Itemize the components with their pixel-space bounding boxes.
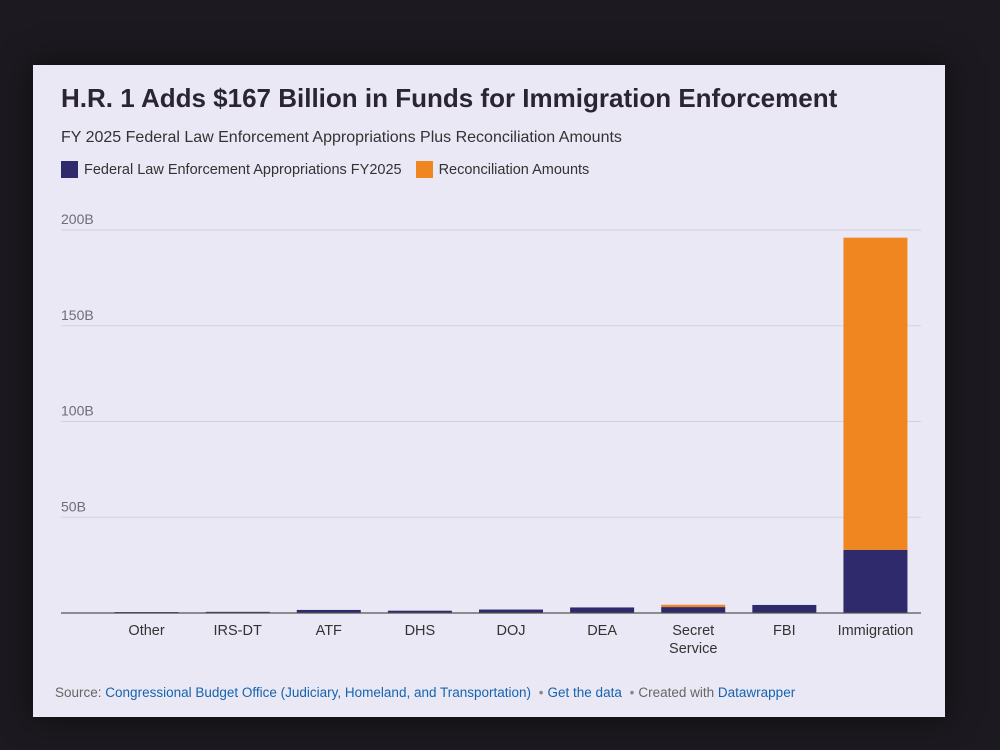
legend-swatch-appropriations [61,161,78,178]
x-tick-label: Immigration [838,623,914,639]
legend-item-reconciliation: Reconciliation Amounts [415,161,590,178]
legend-item-appropriations: Federal Law Enforcement Appropriations F… [61,161,402,178]
x-tick-label: DOJ [497,623,526,639]
y-tick-label: 100B [61,403,94,419]
bar-chart: 50B 100B 150B 200B Other IRS-DT ATF DHS DOJ DEA Se… [61,211,921,657]
x-tick-label: IRS-DT [213,623,261,639]
x-tick-label: DHS [405,623,436,639]
bar-appropriations [752,604,817,613]
bar-appropriations [843,549,908,613]
source-link[interactable]: Congressional Budget Office (Judiciary, … [105,685,532,700]
chart-card: H.R. 1 Adds $167 Billion in Funds for Im… [33,65,945,717]
y-tick-label: 150B [61,307,94,323]
bar-appropriations [387,610,452,613]
x-tick-label: ATF [316,623,342,639]
chart-title: H.R. 1 Adds $167 Billion in Funds for Im… [61,83,838,113]
bar-appropriations [296,609,361,613]
x-tick-label: DEA [587,623,617,639]
created-with-text: Created with [638,685,715,700]
legend-swatch-reconciliation [415,161,433,178]
separator: • [629,685,635,700]
y-tick-label: 200B [61,211,94,227]
source-line: Source: Congressional Budget Office (Jud… [55,685,795,700]
separator: • [538,685,544,700]
bar-appropriations [479,609,543,613]
x-tick-label: FBI [773,623,796,639]
bar-appropriations [570,607,635,613]
x-tick-label: Secret Service [669,623,717,657]
get-data-link[interactable]: Get the data [547,685,622,700]
source-prefix: Source: [55,685,102,700]
legend-label-reconciliation: Reconciliation Amounts [438,161,590,178]
bar-appropriations [661,607,726,613]
bar-reconciliation [661,604,726,608]
bar-reconciliation [843,237,908,550]
chart-subtitle: FY 2025 Federal Law Enforcement Appropri… [61,129,622,146]
y-tick-label: 50B [61,498,86,514]
legend: Federal Law Enforcement Appropriations F… [61,161,603,178]
legend-label-appropriations: Federal Law Enforcement Appropriations F… [84,161,402,178]
datawrapper-link[interactable]: Datawrapper [717,685,796,700]
x-tick-label: Other [128,623,164,639]
